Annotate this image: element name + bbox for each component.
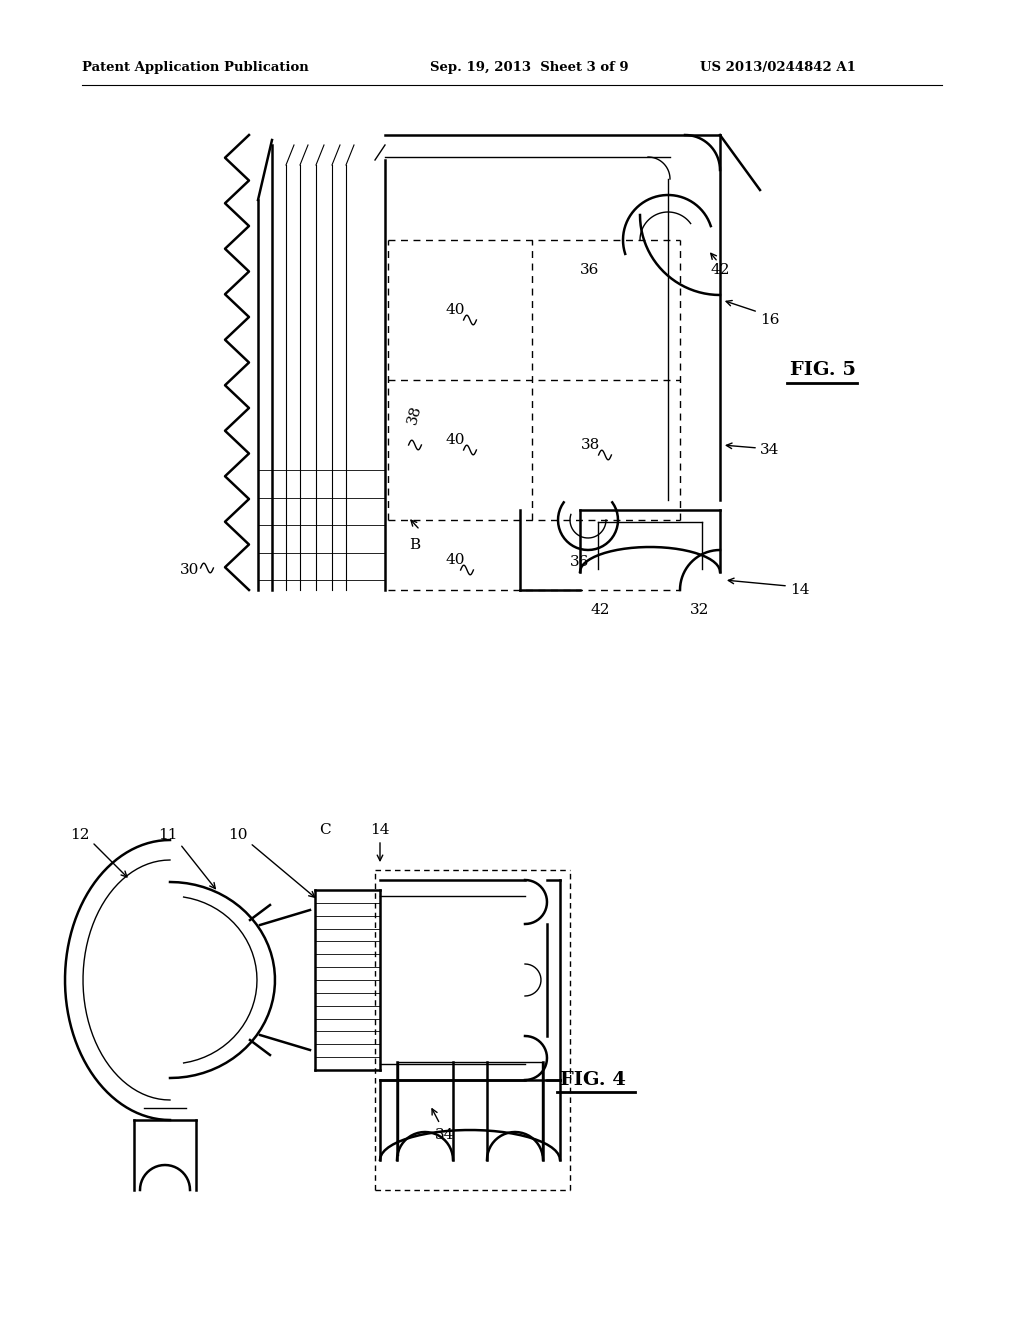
Text: FIG. 4: FIG. 4: [560, 1071, 626, 1089]
Text: 38: 38: [406, 404, 424, 426]
Text: 36: 36: [581, 263, 600, 277]
Text: Sep. 19, 2013  Sheet 3 of 9: Sep. 19, 2013 Sheet 3 of 9: [430, 62, 629, 74]
Text: FIG. 5: FIG. 5: [790, 360, 856, 379]
Text: 42: 42: [711, 263, 730, 277]
Text: 10: 10: [228, 828, 248, 842]
Text: 36: 36: [570, 554, 590, 569]
Text: 14: 14: [371, 822, 390, 837]
Text: 16: 16: [760, 313, 779, 327]
Text: 14: 14: [791, 583, 810, 597]
Text: US 2013/0244842 A1: US 2013/0244842 A1: [700, 62, 856, 74]
Text: 11: 11: [159, 828, 178, 842]
Text: 40: 40: [445, 433, 465, 447]
Text: 32: 32: [690, 603, 710, 616]
Text: 38: 38: [581, 438, 600, 451]
Text: 30: 30: [180, 564, 200, 577]
Text: 34: 34: [760, 444, 779, 457]
Text: C: C: [319, 822, 331, 837]
Text: 12: 12: [71, 828, 90, 842]
Text: Patent Application Publication: Patent Application Publication: [82, 62, 309, 74]
Text: 40: 40: [445, 553, 465, 568]
Text: 42: 42: [590, 603, 609, 616]
Text: 40: 40: [445, 304, 465, 317]
Text: 34: 34: [435, 1129, 455, 1142]
Text: B: B: [410, 539, 421, 552]
